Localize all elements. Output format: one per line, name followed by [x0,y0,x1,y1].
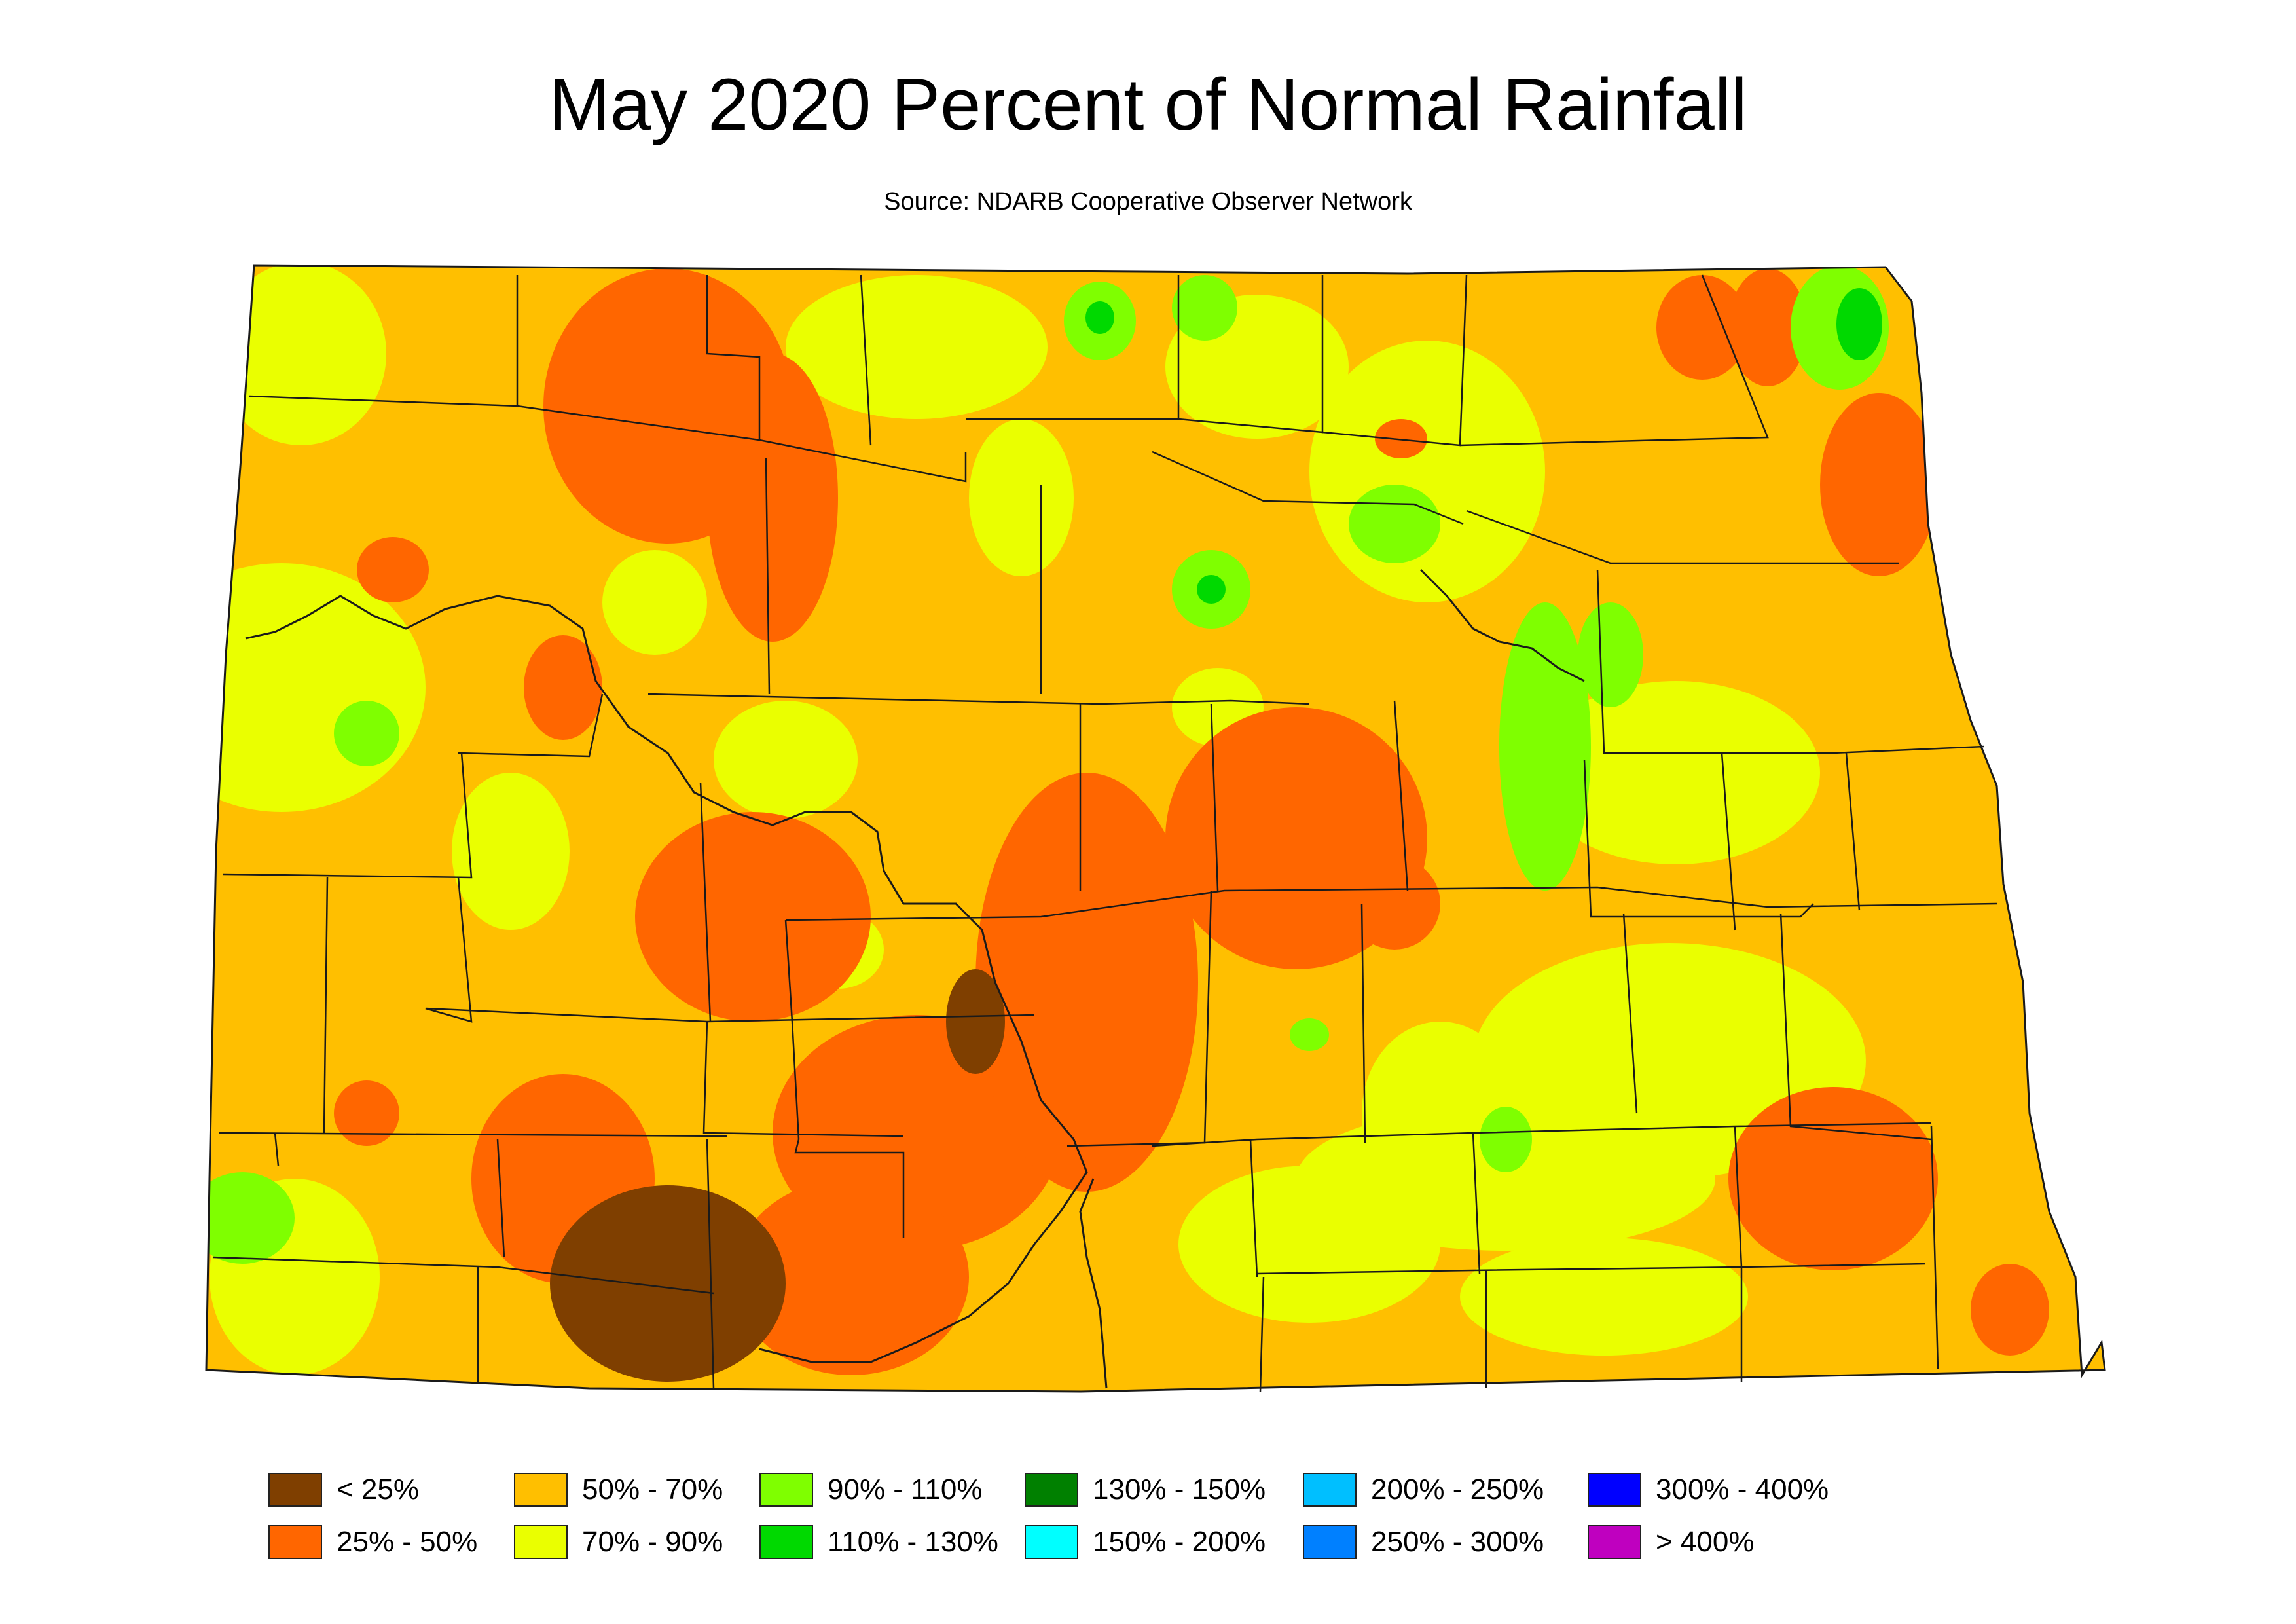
zone-25-50 [1820,393,1938,576]
zone-90-110 [1172,275,1237,341]
map-subtitle: Source: NDARB Cooperative Observer Netwo… [884,188,1412,215]
zone-90-110 [206,1172,295,1264]
zone-70-90 [786,275,1048,419]
zone-under-25 [946,969,1005,1074]
zone-25-50 [1656,275,1748,380]
zone-25-50 [524,635,602,740]
zone-25-50 [975,773,1198,1192]
zone-70-90 [602,550,707,655]
zone-110-130 [1085,301,1114,334]
zone-110-130 [1836,288,1882,360]
zone-70-90 [1178,1166,1440,1323]
zone-25-50 [635,812,871,1022]
zone-90-110 [1480,1107,1532,1172]
zone-25-50 [357,537,429,602]
zone-70-90 [1362,1022,1519,1205]
zone-110-130 [1197,575,1226,604]
zone-70-90 [714,701,858,819]
zone-90-110 [1499,602,1591,891]
map-title: May 2020 Percent of Normal Rainfall [549,64,1747,145]
zone-70-90 [452,773,570,930]
zone-70-90 [1532,681,1820,864]
zone-70-90 [1309,341,1545,602]
zone-70-90 [969,419,1074,576]
zone-90-110 [334,701,399,766]
rivers [245,568,1585,1389]
zone-90-110 [1349,485,1440,563]
zone-70-90 [216,265,386,445]
zone-under-25 [550,1185,786,1382]
zone-90-110 [1578,602,1643,707]
county-boundaries [212,274,1997,1392]
zone-70-90 [1460,1238,1748,1356]
zone-25-50 [1349,858,1440,950]
zone-25-50 [707,354,838,642]
zone-25-50 [733,1179,969,1375]
zone-25-50 [334,1080,399,1146]
zone-25-50 [1971,1264,2049,1356]
state-outline [205,264,2106,1393]
zone-25-50 [1728,1087,1938,1270]
zone-90-110 [1290,1018,1329,1051]
zone-25-50 [1375,419,1427,458]
zone-25-50 [1728,268,1807,386]
